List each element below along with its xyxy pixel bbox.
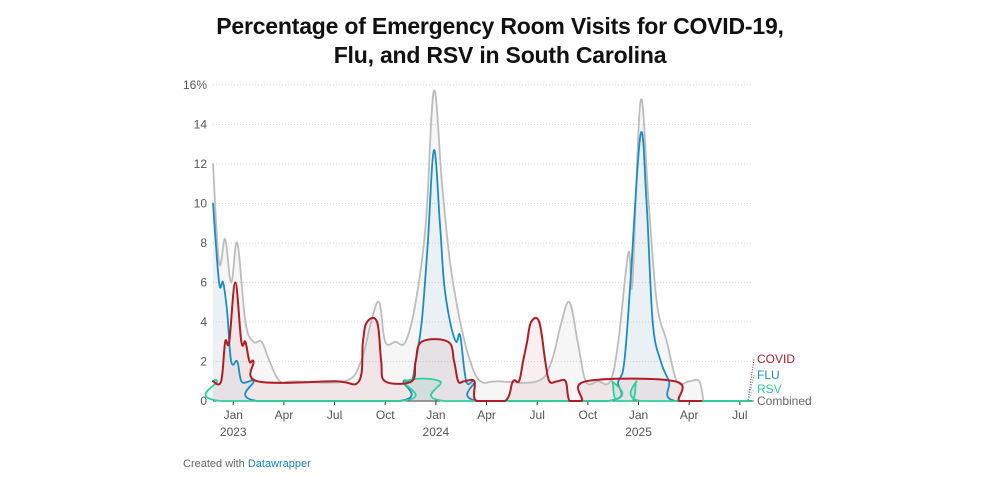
- y-tick-label: 14: [194, 118, 208, 132]
- legend-label-covid: COVID: [757, 352, 795, 366]
- gridlines: [213, 84, 752, 402]
- y-tick-label: 10: [194, 197, 208, 211]
- x-tick-label: Oct: [376, 408, 395, 422]
- x-tick-label: Jul: [732, 408, 747, 422]
- covid-area: [213, 282, 702, 401]
- x-tick-label: Jul: [327, 408, 342, 422]
- legend-label-rsv: RSV: [757, 382, 782, 396]
- x-tick-label: Apr: [275, 408, 294, 422]
- series-lines: [204, 89, 753, 402]
- chart-title-line-1: Percentage of Emergency Room Visits for …: [216, 13, 784, 39]
- x-tick-label: Oct: [579, 408, 598, 422]
- y-tick-label: 12: [194, 157, 208, 171]
- covid-line: [212, 281, 703, 402]
- legend-connector-combined: [747, 399, 755, 402]
- x-tick-year: 2024: [423, 425, 450, 439]
- x-tick-label: Jan: [224, 408, 243, 422]
- x-tick-label: Apr: [680, 408, 699, 422]
- chart-title-line-2: Flu, and RSV in South Carolina: [333, 42, 667, 68]
- legend-connector-covid: [747, 358, 755, 401]
- footer-credit: Created with Datawrapper: [183, 458, 311, 470]
- legend-connector-flu: [747, 374, 755, 401]
- x-tick-year: 2025: [625, 425, 652, 439]
- legend-connector-rsv: [747, 388, 755, 401]
- legend-label-combined: Combined: [757, 394, 812, 408]
- x-tick-label: Jan: [426, 408, 445, 422]
- footer-prefix: Created with: [183, 458, 245, 470]
- x-axis: Jan 2023 Apr Jul Oct Jan 2024 Apr Jul Oct Jan 2025 A…: [220, 401, 748, 439]
- x-tick-year: 2023: [220, 425, 247, 439]
- chart-title: Percentage of Emergency Room Visits for …: [0, 12, 1000, 70]
- x-tick-label: Jul: [530, 408, 545, 422]
- x-tick-label: Jan: [629, 408, 648, 422]
- flu-line: [212, 131, 753, 402]
- legend-label-flu: FLU: [757, 368, 780, 382]
- y-tick-label: 16%: [183, 78, 207, 92]
- datawrapper-link[interactable]: Datawrapper: [247, 458, 311, 470]
- y-tick-label: 4: [200, 315, 207, 329]
- y-tick-label: 6: [200, 276, 207, 290]
- y-tick-label: 8: [200, 236, 207, 250]
- y-tick-label: 0: [200, 394, 207, 408]
- flu-area: [213, 131, 752, 401]
- combined-line: [212, 89, 705, 402]
- y-tick-label: 2: [200, 355, 207, 369]
- x-tick-label: Apr: [477, 408, 496, 422]
- y-axis: 0 2 4 6 8 10 12 14 16%: [183, 78, 207, 408]
